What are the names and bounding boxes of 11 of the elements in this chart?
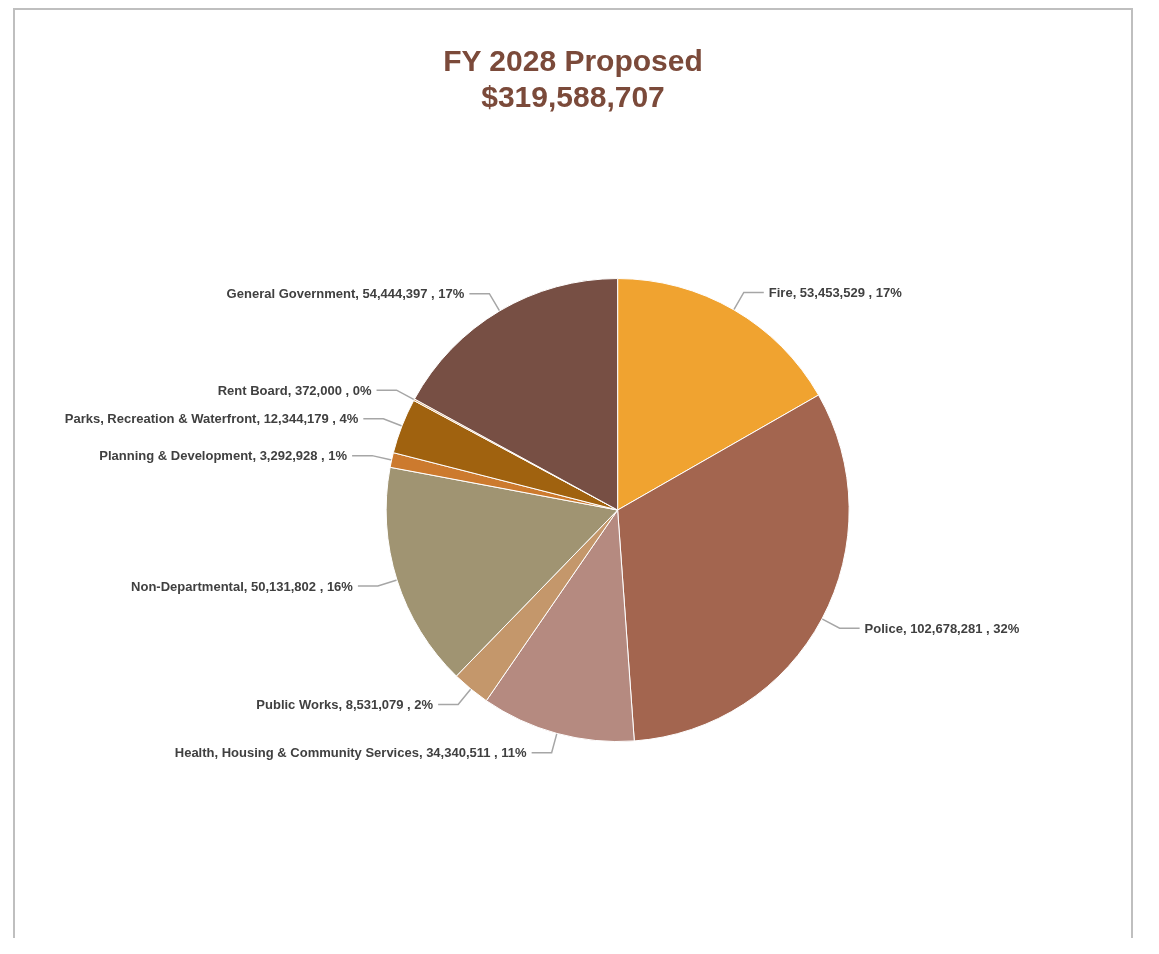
slice-label: Non-Departmental, 50,131,802 , 16% (131, 578, 354, 594)
slice-label: Health, Housing & Community Services, 34,340,511 , 11% (174, 745, 528, 761)
slice-label: Planning & Development, 3,292,928 , 1% (99, 448, 348, 464)
slice-label: Police, 102,678,281 , 32% (864, 620, 1020, 636)
slice-label: Public Works, 8,531,079 , 2% (256, 696, 434, 712)
chart-subtitle: $319,588,707 (481, 79, 665, 113)
slice-label: Parks, Recreation & Waterfront, 12,344,179 , 4% (64, 411, 359, 427)
slice-label: Rent Board, 372,000 , 0% (217, 382, 372, 398)
slice-label: General Government, 54,444,397 , 17% (226, 286, 465, 302)
chart-title: FY 2028 Proposed (443, 43, 703, 77)
slice-label: Fire, 53,453,529 , 17% (768, 284, 903, 300)
